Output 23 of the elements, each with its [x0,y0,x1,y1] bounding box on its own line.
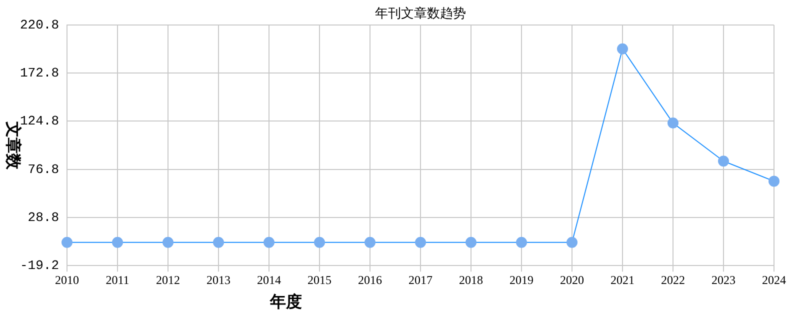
x-tick-label: 2014 [257,272,282,287]
y-tick-label: 220.8 [20,17,60,32]
x-tick-label: 2016 [358,272,382,287]
x-tick-label: 2024 [762,272,786,287]
x-tick-label: 2015 [308,272,332,287]
x-tick-label: 2013 [206,272,231,287]
y-axis-title: 文章数 [4,120,22,170]
chart-title: 年刊文章数趋势 [375,5,466,20]
x-tick-label: 2010 [55,272,80,287]
x-tick-label: 2020 [560,272,584,287]
x-tick-label: 2019 [510,272,534,287]
x-axis-title: 年度 [269,292,302,312]
x-tick-label: 2018 [459,272,484,287]
x-tick-label: 2023 [712,272,736,287]
x-tick-label: 2022 [661,272,685,287]
x-tick-label: 2011 [106,272,130,287]
y-tick-label: 28.8 [28,210,60,225]
x-tick-label: 2021 [610,272,634,287]
y-tick-label: 76.8 [28,162,60,177]
y-tick-label: -19.2 [20,258,60,274]
x-tick-label: 2012 [156,272,180,287]
x-tick-label: 2017 [408,272,433,287]
y-tick-label: 172.8 [20,66,60,81]
